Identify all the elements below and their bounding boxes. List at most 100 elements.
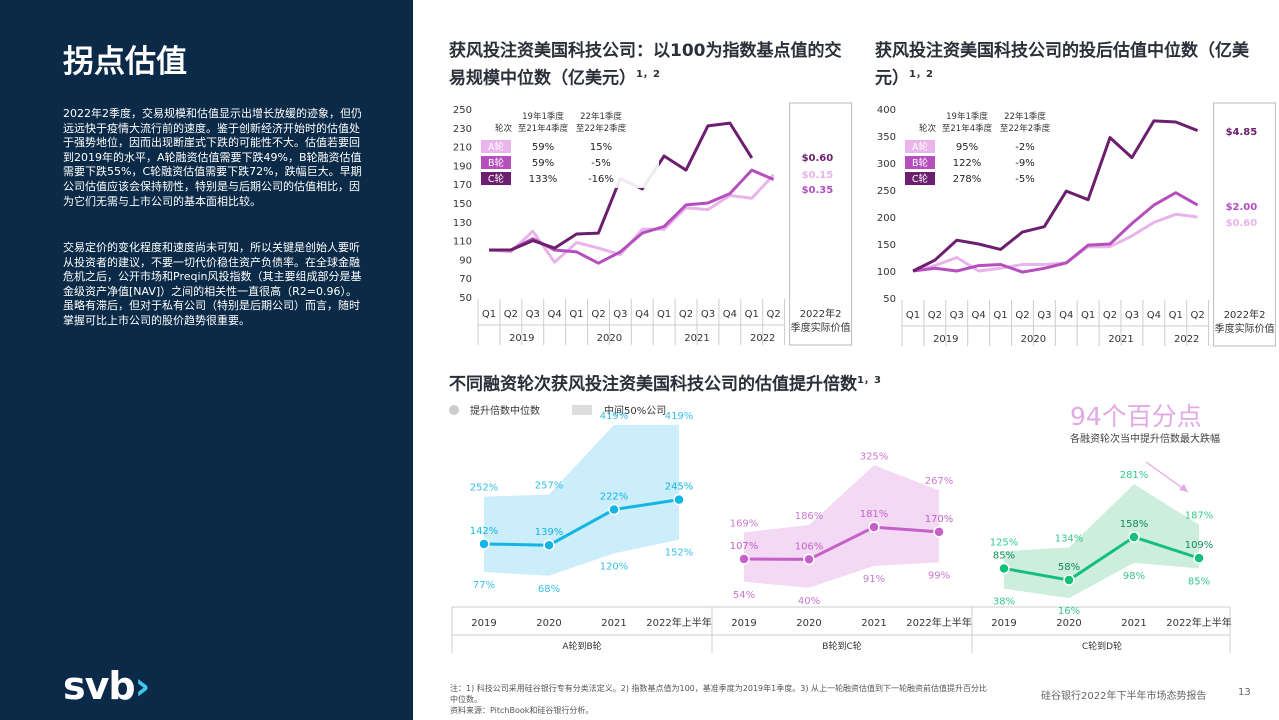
median-line xyxy=(1003,535,1200,582)
chart3-title-sup: 1，3 xyxy=(857,375,881,386)
upper-value-label: 187% xyxy=(1185,511,1214,522)
table-round-label: A轮 xyxy=(912,141,928,153)
x-tick-label: Q4 xyxy=(723,309,737,320)
actual-value-caption-line2: 季度实际价值 xyxy=(791,321,851,334)
x-year-label: 2021 xyxy=(601,618,626,629)
x-tick-label: Q2 xyxy=(1015,310,1029,321)
callout-arrow-line xyxy=(1145,461,1189,493)
table-value: -2% xyxy=(1015,142,1034,153)
actual-value-label: $0.60 xyxy=(1226,218,1258,229)
actual-value-caption-line2: 季度实际价值 xyxy=(1215,322,1275,335)
actual-value-caption-line1: 2022年2 xyxy=(1224,308,1266,321)
lower-value-label: 54% xyxy=(733,590,755,601)
post-money-chart: 400 350 300 250 200 150 100 50 Q1 Q2 Q3 Q4 Q1 Q2 Q3 Q4 Q… xyxy=(877,102,1276,347)
table-value: 133% xyxy=(529,174,558,185)
interquartile-band xyxy=(1004,484,1199,599)
table-round-label: C轮 xyxy=(912,173,929,185)
median-point xyxy=(868,521,880,533)
median-value-label: 181% xyxy=(860,509,889,520)
upper-value-label: 169% xyxy=(730,518,759,529)
x-tick-label: Q1 xyxy=(745,309,759,320)
x-tick-label: Q1 xyxy=(569,309,583,320)
table-value: 122% xyxy=(953,158,982,169)
lower-value-label: 16% xyxy=(1058,606,1080,617)
group-label: B轮到C轮 xyxy=(822,640,861,652)
median-point xyxy=(1063,574,1075,586)
median-value-label: 158% xyxy=(1120,519,1149,530)
chart2-title-sup: 1，2 xyxy=(909,69,933,80)
page-title: 拐点估值 xyxy=(63,44,187,80)
median-point xyxy=(673,493,685,506)
actual-value-label: $2.00 xyxy=(1226,202,1258,213)
table-value: -5% xyxy=(591,158,610,169)
table-round-label: B轮 xyxy=(488,157,505,169)
median-value-label: 222% xyxy=(600,492,629,503)
x-year-label: 2019 xyxy=(471,618,496,629)
x-year-label: 2022年上半年 xyxy=(646,616,711,629)
upper-value-label: 125% xyxy=(990,537,1019,548)
table-value: 59% xyxy=(532,142,554,153)
table-value: 95% xyxy=(956,142,978,153)
y-tick-label: 50 xyxy=(459,293,472,304)
lower-value-label: 120% xyxy=(600,561,629,572)
y-tick-label: 350 xyxy=(877,132,896,143)
y-tick-label: 90 xyxy=(459,255,472,266)
series-line-c xyxy=(912,119,1199,273)
median-value-label: 170% xyxy=(925,514,954,525)
lower-value-label: 68% xyxy=(538,584,560,595)
actual-value-label: $0.60 xyxy=(802,153,834,164)
x-tick-label: Q1 xyxy=(1081,310,1095,321)
legend-band-label: 中间50%公司 xyxy=(604,404,666,417)
x-tick-label: Q3 xyxy=(1037,310,1051,321)
callout-big: 94个百分点 xyxy=(1070,402,1202,431)
median-value-label: 58% xyxy=(1058,562,1080,573)
median-line xyxy=(483,498,680,547)
x-year-label: 2021 xyxy=(684,333,709,344)
x-tick-label: Q2 xyxy=(591,309,605,320)
chart2-title-text: 获风投注资美国科技公司的投后估值中位数（亿美元） xyxy=(875,41,1249,89)
table-round-label: A轮 xyxy=(488,141,504,153)
footnote: 注：1) 科技公司采用硅谷银行专有分类法定义。2) 指数基点值为100，基准季度… xyxy=(450,683,990,716)
lower-value-label: 40% xyxy=(798,596,820,607)
x-tick-label: Q2 xyxy=(928,310,942,321)
legend-median-swatch xyxy=(449,405,459,415)
lower-value-label: 152% xyxy=(665,548,694,559)
round-swatch xyxy=(481,140,511,153)
svb-logo: svb› xyxy=(63,664,151,708)
footnote-source: 资料来源：PitchBook和硅谷银行分析。 xyxy=(450,706,594,715)
actual-value-box xyxy=(1213,102,1276,347)
y-tick-label: 210 xyxy=(453,143,472,154)
y-tick-label: 110 xyxy=(453,237,472,248)
lower-value-label: 98% xyxy=(1123,571,1145,582)
x-year-label: 2021 xyxy=(861,618,886,629)
actual-value-box xyxy=(789,102,853,346)
series-line-a xyxy=(912,212,1198,273)
actual-value-label: $0.35 xyxy=(802,185,834,196)
round-swatch xyxy=(905,140,935,153)
median-value-label: 85% xyxy=(993,550,1015,561)
upper-value-label: 267% xyxy=(925,476,954,487)
page-number: 13 xyxy=(1238,687,1251,698)
round-swatch xyxy=(905,172,935,185)
table-header-period2-line2: 至22年2季度 xyxy=(576,123,627,134)
x-tick-label: Q4 xyxy=(548,309,562,320)
table-value: 59% xyxy=(532,158,554,169)
x-tick-label: Q3 xyxy=(950,310,964,321)
lower-value-label: 77% xyxy=(473,580,495,591)
logo-chevron-icon: › xyxy=(134,664,151,708)
table-value: 15% xyxy=(590,142,612,153)
actual-value-label: $4.85 xyxy=(1226,127,1258,138)
median-value-label: 245% xyxy=(665,482,694,493)
x-year-label: 2022年上半年 xyxy=(1166,616,1231,629)
median-point xyxy=(803,553,815,566)
x-year-label: 2020 xyxy=(1056,618,1081,629)
table-header-period1-line2: 至21年4季度 xyxy=(942,123,993,134)
legend-median-label: 提升倍数中位数 xyxy=(470,404,540,417)
x-year-label: 2019 xyxy=(731,618,756,629)
median-point xyxy=(998,562,1010,575)
table-header-period2-line2: 至22年2季度 xyxy=(1000,123,1051,134)
table-value: -9% xyxy=(1015,158,1034,169)
median-value-label: 106% xyxy=(795,541,824,552)
median-point xyxy=(738,553,750,565)
